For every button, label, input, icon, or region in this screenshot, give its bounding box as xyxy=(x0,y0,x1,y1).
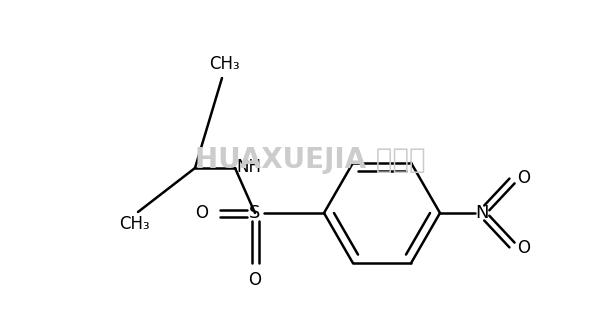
Text: CH₃: CH₃ xyxy=(119,215,149,233)
Text: O: O xyxy=(517,169,530,187)
Text: HUAXUEJIA 化学加: HUAXUEJIA 化学加 xyxy=(195,146,425,174)
Text: CH₃: CH₃ xyxy=(208,55,239,73)
Text: O: O xyxy=(195,204,208,222)
Text: NH: NH xyxy=(236,158,261,176)
Text: O: O xyxy=(517,239,530,257)
Text: O: O xyxy=(248,271,261,289)
Text: N: N xyxy=(475,204,489,222)
Text: S: S xyxy=(249,204,261,222)
